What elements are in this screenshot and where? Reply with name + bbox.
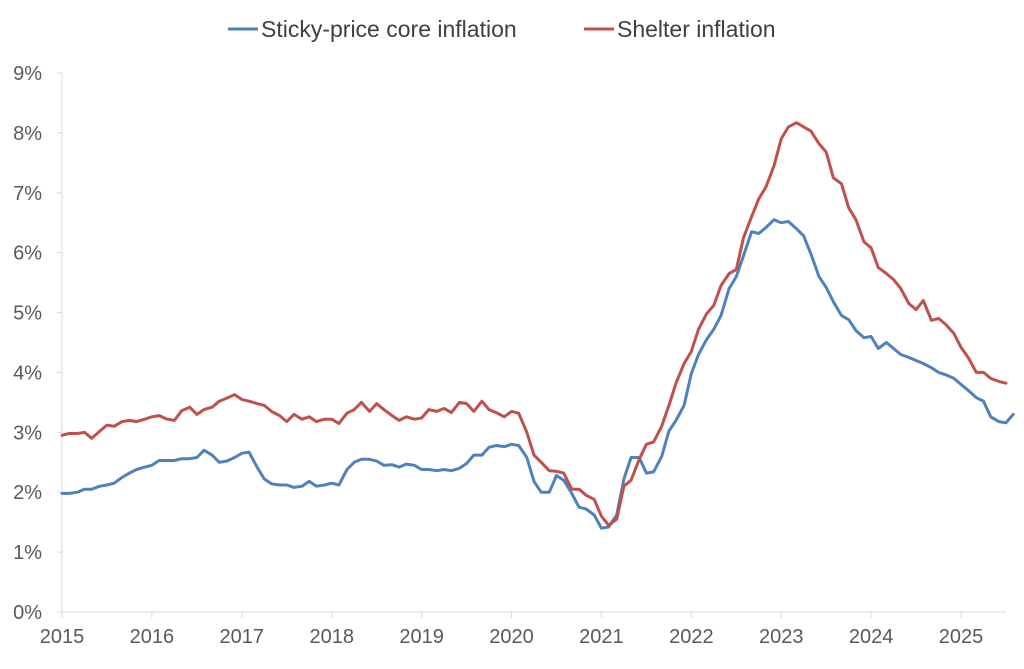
y-tick-label: 8% [13, 123, 42, 145]
x-tick-label: 2021 [579, 626, 624, 648]
x-tick-label: 2020 [489, 626, 534, 648]
y-tick-label: 5% [13, 303, 42, 325]
axes: 0% 1% 2% 3% 4% 5% 6% 7% 8% 9% 2015 2016 2017 2018 2019… [13, 63, 1006, 648]
x-tick-label: 2015 [40, 626, 85, 648]
y-tick-label: 9% [13, 63, 42, 85]
x-tick-label: 2023 [759, 626, 804, 648]
x-tick-label: 2022 [669, 626, 714, 648]
y-tick-label: 7% [13, 183, 42, 205]
x-tick-label: 2018 [309, 626, 354, 648]
y-tick-label: 6% [13, 243, 42, 265]
x-tick-label: 2025 [939, 626, 984, 648]
legend-label-sticky-price: Sticky-price core inflation [261, 16, 517, 42]
y-tick-label: 0% [13, 602, 42, 624]
x-tick-label: 2024 [849, 626, 894, 648]
legend: Sticky-price core inflation Shelter infl… [228, 16, 776, 42]
x-tick-label: 2017 [220, 626, 265, 648]
series-line-shelter [60, 121, 1008, 527]
x-tick-label: 2019 [399, 626, 444, 648]
series-line-sticky-price [60, 218, 1015, 530]
y-tick-label: 2% [13, 482, 42, 504]
legend-label-shelter: Shelter inflation [617, 16, 776, 42]
y-tick-label: 1% [13, 542, 42, 564]
series-layer [60, 121, 1015, 530]
x-tick-label: 2016 [130, 626, 175, 648]
y-tick-label: 4% [13, 362, 42, 384]
y-tick-label: 3% [13, 422, 42, 444]
